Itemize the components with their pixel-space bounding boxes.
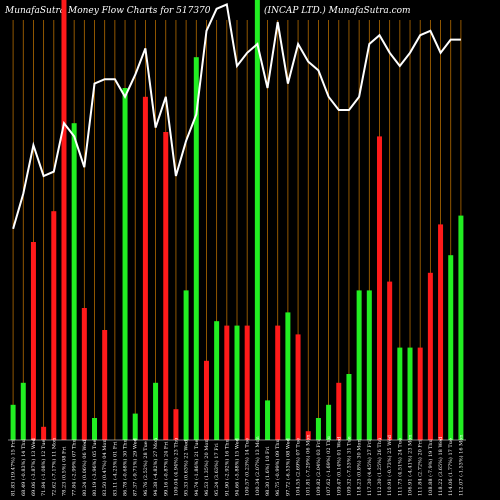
money-flow-bar [51, 211, 57, 440]
money-flow-bar [142, 96, 148, 441]
money-flow-bar [265, 400, 271, 440]
x-tick-label: 118.23 (0.8%) 30 Mon [356, 439, 363, 496]
x-tick-label: 78.23 (0.5%) 08 Fri [60, 446, 67, 496]
x-tick-label: 81.83 (19.47%) 15 Fri [10, 440, 17, 496]
money-flow-bar [376, 136, 382, 440]
x-tick-label: 87.37 (-9.71%) 29 Wed [132, 437, 139, 496]
money-flow-bar [397, 347, 403, 440]
money-flow-bar [214, 321, 220, 440]
x-tick-label: 108.88 (-7.9%) 19 Thu [427, 439, 434, 496]
money-flow-bar [20, 382, 26, 440]
money-flow-bar [458, 215, 464, 440]
x-tick-label: 94.74 (-1.86%) 21 Tue [193, 440, 200, 496]
money-flow-bar [234, 325, 240, 440]
x-tick-label: 109.32 (-7.53%) 31 Tue [345, 436, 352, 496]
money-flow-bar [163, 132, 169, 440]
x-tick-label: 94.66 (-5.88%) 15 Wed [234, 437, 241, 496]
money-flow-bar [132, 413, 138, 440]
money-flow-bar [275, 325, 281, 440]
x-tick-label: 114.06 (1.77%) 17 Tue [447, 438, 454, 496]
money-flow-bar [224, 325, 230, 440]
money-flow-bar [417, 347, 423, 440]
x-tick-label: 97.72 (-6.53%) 08 Wed [284, 437, 291, 496]
money-flow-bar [326, 404, 332, 440]
x-tick-label: 101.81 (-7.29%) 06 Mon [305, 434, 312, 496]
x-tick-label: 80.24 (0.06%) 06 Wed [81, 439, 88, 496]
money-flow-bar [254, 0, 260, 440]
money-flow-bar [305, 431, 311, 440]
x-tick-label: 99.16 (-0.87%) 24 Fri [162, 441, 169, 496]
chart-title-left: MunafaSutra Money Flow Charts for 517370 [4, 6, 211, 16]
x-tick-label: 95.24 (3.63%) 17 Fri [213, 443, 220, 496]
money-flow-bar [448, 255, 454, 440]
x-tick-label: 94.38 (-4.82%) 27 Mon [152, 437, 159, 496]
x-tick-label: 107.62 (-1.69%) 02 Thu [325, 435, 332, 496]
chart-title-right: (INCAP LTD.) MunafaSutra.com [264, 5, 411, 16]
x-tick-label: 83.50 (0.47%) 04 Mon [101, 439, 108, 496]
money-flow-bar [92, 418, 98, 440]
x-tick-label: 112.30 (1.25%) 26 Thu [376, 437, 383, 496]
x-tick-label: 68.49 (-0.83%) 14 Thu [20, 439, 27, 496]
money-flow-bar [71, 123, 77, 440]
money-flow-bar [336, 382, 342, 440]
money-flow-bar [61, 0, 67, 440]
money-flow-bar [122, 88, 128, 440]
x-tick-label: 69.06 (-3.87%) 13 Wed [30, 437, 37, 496]
x-tick-label: 109.47 (0.14%) 01 Wed [335, 436, 342, 496]
money-flow-bar [30, 242, 36, 440]
x-tick-label: 96.76 (2.52%) 28 Tue [142, 441, 149, 496]
money-flow-bar [356, 290, 362, 440]
x-tick-label: 72.62 (-7.17%) 11 Mon [50, 437, 57, 496]
x-tick-label: 112.07 (-1.53%) 16 Mon [457, 434, 464, 496]
money-flow-bar [366, 290, 372, 440]
x-tick-label: 96.53 (1.35%) 20 Mon [203, 439, 210, 496]
x-tick-label: 96.75 (-0.99%) 09 Thu [274, 439, 281, 496]
x-tick-label: 77.84 (-2.99%) 07 Thu [71, 439, 78, 496]
x-tick-label: 104.55 (2.69%) 07 Tue [295, 438, 302, 496]
x-tick-label: 106.91 (-4.41%) 23 Mon [407, 434, 414, 496]
money-flow-bar [203, 360, 209, 440]
money-flow-bar [295, 334, 301, 440]
money-flow-bar [438, 224, 444, 440]
x-tick-label: 86.78 (-0.68%) 30 Thu [122, 439, 129, 496]
money-flow-bar [285, 312, 291, 440]
money-flow-bar [387, 281, 393, 440]
x-tick-labels: 81.83 (19.47%) 15 Fri 68.49 (-0.83%) 14 T… [10, 434, 465, 496]
money-flow-bar [81, 308, 87, 440]
x-tick-label: 109.82 (2.04%) 03 Fri [315, 440, 322, 496]
money-flow-line [12, 2, 461, 230]
money-flow-bar [173, 409, 179, 440]
x-tick-label: 100.57 (0.23%) 14 Tue [244, 438, 251, 496]
x-tick-label: 117.30 (4.45%) 27 Fri [366, 440, 373, 496]
x-tick-label: 83.11 (-4.23%) 01 Fri [111, 441, 118, 496]
money-flow-bar [244, 325, 250, 440]
x-tick-label: 98.30 (1.6%) 10 Fri [264, 446, 271, 496]
x-tick-label: 80.19 (-3.96%) 05 Tue [91, 440, 98, 496]
bars-group [10, 0, 464, 441]
money-flow-bar [407, 347, 413, 440]
x-tick-label: 100.04 (4.94%) 23 Thu [172, 437, 179, 496]
money-flow-bar [315, 418, 321, 440]
x-tick-label: 71.84 (-1.08%) 12 Tue [40, 440, 47, 496]
money-flow-bar [193, 57, 199, 440]
money-flow-bar [183, 290, 189, 440]
money-flow-bar [153, 382, 159, 440]
x-tick-label: 111.73 (4.51%) 24 Tue [396, 438, 403, 496]
x-tick-label: 95.33 (0.63%) 22 Wed [183, 439, 190, 496]
x-tick-label: 110.91 (-0.73%) 25 Wed [386, 434, 393, 496]
money-flow-bar [10, 404, 16, 440]
money-flow-bar [102, 330, 108, 440]
x-tick-label: 111.84 (2.72%) 20 Fri [417, 440, 424, 496]
money-flow-bar [427, 272, 433, 440]
x-tick-label: 100.34 (2.07%) 13 Mon [254, 435, 261, 496]
money-flow-bar [41, 426, 47, 440]
money-flow-bar [346, 374, 352, 440]
x-tick-label: 118.22 (3.65%) 18 Wed [437, 436, 444, 496]
x-tick-label: 91.90 (-2.92%) 16 Thu [223, 439, 230, 496]
